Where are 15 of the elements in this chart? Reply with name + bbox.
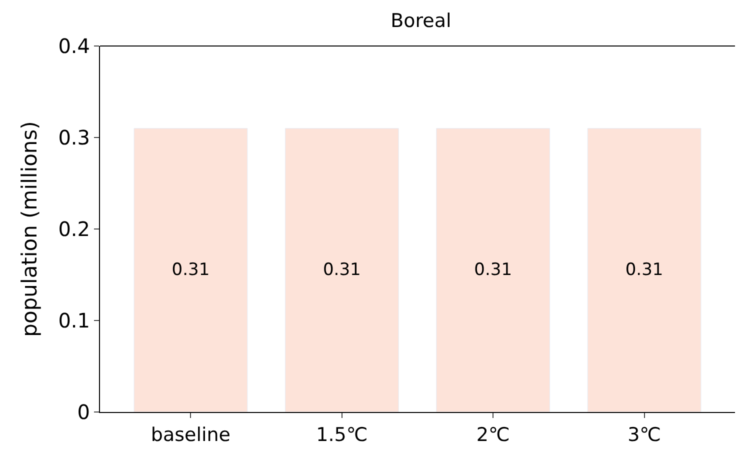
data-label: 0.31 — [625, 260, 664, 280]
chart-title: Boreal — [390, 10, 452, 32]
y-axis-title: population (millions) — [17, 121, 42, 337]
x-tick-label: baseline — [150, 424, 231, 446]
x-tick-label: 1.5℃ — [316, 424, 368, 446]
data-label: 0.31 — [322, 260, 361, 280]
y-tick-label: 0.4 — [58, 34, 90, 58]
x-tick-label: 2℃ — [476, 424, 510, 446]
data-label: 0.31 — [172, 260, 210, 280]
y-tick-label: 0.1 — [58, 308, 90, 332]
x-tick-label: 3℃ — [628, 424, 662, 446]
y-tick-label: 0 — [77, 400, 90, 424]
data-label: 0.31 — [474, 260, 512, 280]
y-tick-label: 0.2 — [58, 217, 90, 241]
y-tick-label: 0.3 — [58, 126, 90, 150]
